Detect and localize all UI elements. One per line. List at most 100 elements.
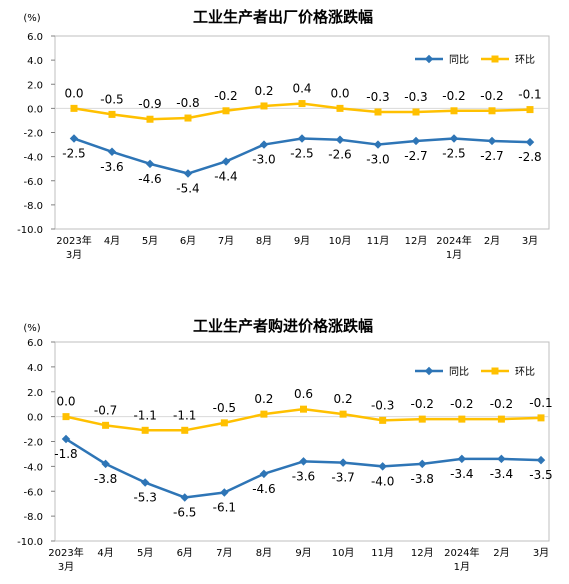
series-yoy: -1.8 -3.8 -5.3 -6.5 -6.1 -4.6 -3.6 -3.7 -4.0 -3.8… bbox=[54, 434, 553, 519]
data-label: -3.5 bbox=[529, 468, 552, 482]
data-label: -5.3 bbox=[133, 491, 156, 505]
legend: 同比 环比 bbox=[415, 366, 535, 378]
legend-label-yoy: 同比 bbox=[449, 366, 469, 378]
plot-frame bbox=[54, 341, 550, 542]
x-category-label: 2月 bbox=[484, 235, 500, 247]
chart-title: 工业生产者出厂价格涨跌幅 bbox=[193, 8, 373, 26]
y-tick-label: 2.0 bbox=[27, 80, 43, 91]
data-point bbox=[145, 159, 155, 169]
y-tick-label: -8.0 bbox=[23, 512, 43, 523]
data-label: -2.5 bbox=[290, 147, 313, 161]
x-category-label: 7月 bbox=[218, 235, 234, 247]
legend-label-mom: 环比 bbox=[515, 54, 535, 66]
x-category-label: 8月 bbox=[256, 547, 272, 559]
data-point bbox=[299, 457, 308, 466]
data-point bbox=[108, 110, 116, 118]
data-label: -3.6 bbox=[292, 469, 315, 483]
data-point bbox=[536, 455, 546, 465]
data-label: -3.8 bbox=[94, 472, 117, 486]
data-label: -1.1 bbox=[133, 408, 156, 422]
data-point bbox=[457, 454, 467, 464]
x-category-label: 2023年 bbox=[56, 234, 91, 247]
data-point bbox=[260, 410, 268, 418]
y-tick-label: 4.0 bbox=[27, 363, 43, 374]
legend-label-yoy: 同比 bbox=[449, 54, 469, 66]
data-label: -6.1 bbox=[213, 500, 236, 514]
data-point bbox=[61, 434, 71, 444]
data-point bbox=[221, 157, 231, 166]
data-label: -0.1 bbox=[529, 396, 552, 410]
unit-label: (%) bbox=[23, 13, 40, 24]
data-point bbox=[338, 458, 348, 467]
y-tick-label: -6.0 bbox=[23, 487, 43, 498]
data-point bbox=[458, 415, 466, 423]
data-label: -3.0 bbox=[252, 153, 275, 167]
x-category-label: 7月 bbox=[216, 547, 232, 559]
data-label: -1.8 bbox=[54, 447, 77, 461]
data-point bbox=[336, 104, 344, 112]
data-point bbox=[69, 134, 79, 143]
y-tick-label: -4.0 bbox=[23, 462, 43, 473]
data-point bbox=[339, 410, 347, 418]
data-point bbox=[335, 135, 345, 144]
x-category-label: 2023年 bbox=[48, 546, 83, 559]
data-point bbox=[220, 419, 228, 427]
x-category-label: 4月 bbox=[104, 235, 120, 247]
plot-frame bbox=[54, 35, 550, 230]
data-label: -3.7 bbox=[331, 471, 354, 485]
data-point bbox=[140, 478, 150, 487]
data-label: -1.1 bbox=[173, 408, 196, 422]
data-label: -0.2 bbox=[480, 89, 503, 103]
data-label: -0.5 bbox=[100, 92, 123, 106]
y-tick-label: 0.0 bbox=[27, 413, 43, 424]
x-category-label: 8月 bbox=[256, 235, 272, 247]
data-label: 0.6 bbox=[294, 387, 313, 401]
data-label: -2.5 bbox=[442, 147, 465, 161]
y-tick-label: -4.0 bbox=[23, 153, 43, 164]
data-label: -4.6 bbox=[138, 172, 161, 186]
data-label: -3.4 bbox=[450, 467, 473, 481]
legend-marker-mom bbox=[491, 367, 499, 375]
data-label: 0.0 bbox=[64, 86, 83, 100]
data-point bbox=[102, 421, 110, 429]
data-point bbox=[488, 107, 496, 115]
data-point bbox=[260, 102, 268, 110]
x-category-label: 3月 bbox=[58, 561, 74, 573]
legend: 同比 环比 bbox=[415, 54, 535, 66]
data-label: -0.9 bbox=[138, 97, 161, 111]
y-tick-label: -8.0 bbox=[23, 201, 43, 212]
chart-2: 工业生产者购进价格涨跌幅(%)6.04.02.00.0-2.0-4.0-6.0-… bbox=[17, 317, 553, 573]
x-category-label: 9月 bbox=[294, 235, 310, 247]
data-point bbox=[62, 413, 70, 421]
data-point bbox=[411, 136, 421, 146]
data-point bbox=[222, 107, 230, 115]
y-tick-label: 6.0 bbox=[27, 338, 43, 349]
legend-label-mom: 环比 bbox=[515, 366, 535, 378]
legend-marker-mom bbox=[491, 55, 499, 63]
x-category-label: 5月 bbox=[137, 547, 153, 559]
data-point bbox=[259, 469, 269, 479]
x-category-label: 3月 bbox=[533, 547, 549, 559]
series-yoy: -2.5 -3.6 -4.6 -5.4 -4.4 -3.0 -2.5 -2.6 -3.0 -2.7… bbox=[62, 134, 542, 196]
data-label: -4.6 bbox=[252, 482, 275, 496]
data-point bbox=[300, 405, 307, 413]
data-label: -2.6 bbox=[328, 148, 351, 162]
y-tick-label: 4.0 bbox=[27, 56, 43, 67]
chart-title: 工业生产者购进价格涨跌幅 bbox=[193, 317, 373, 335]
series-mom: 0.0 -0.5 -0.9 -0.8 -0.2 0.2 0.4 0.0 -0.3 -0.3 -0.2… bbox=[64, 82, 542, 123]
data-point bbox=[183, 169, 193, 178]
data-label: -2.7 bbox=[480, 149, 503, 163]
data-label: -5.4 bbox=[176, 182, 199, 196]
y-tick-label: 2.0 bbox=[27, 388, 43, 399]
y-tick-label: -10.0 bbox=[17, 225, 43, 236]
data-point bbox=[146, 115, 154, 123]
data-label: -0.2 bbox=[450, 397, 473, 411]
x-category-label: 5月 bbox=[142, 235, 158, 247]
data-point bbox=[412, 108, 420, 116]
data-point bbox=[374, 108, 382, 116]
data-point bbox=[497, 415, 505, 423]
data-label: -0.1 bbox=[518, 88, 541, 102]
x-category-label: 3月 bbox=[522, 235, 538, 247]
x-category-label: 3月 bbox=[66, 249, 82, 261]
data-point bbox=[449, 134, 459, 143]
